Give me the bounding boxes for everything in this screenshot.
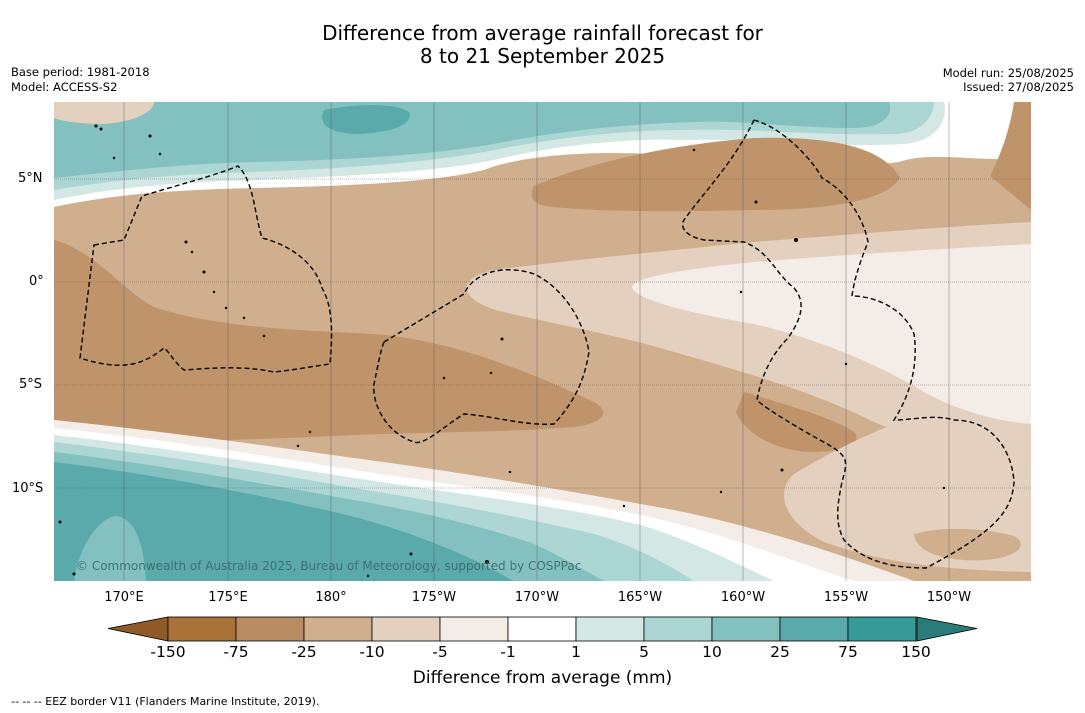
south-band-dark	[54, 462, 514, 581]
lat-label-5n: 5°N	[18, 171, 43, 186]
colorbar-segment	[779, 616, 849, 642]
eez-borders	[79, 119, 1015, 569]
colorbar-end-high	[916, 616, 978, 642]
colorbar-segment	[711, 616, 781, 642]
base-period-text: Base period: 1981-2018	[11, 65, 150, 79]
lon-label-165w: 165°W	[617, 590, 663, 605]
colorbar-tick-label: -25	[291, 643, 317, 661]
lat-label-10s: 10°S	[12, 481, 44, 496]
lon-label-155w: 155°W	[823, 590, 869, 605]
lat-label-0: 0°	[29, 274, 44, 289]
lat-label-5s: 5°S	[19, 377, 43, 392]
colorbar-segment	[303, 616, 373, 642]
issued-text: Issued: 27/08/2025	[963, 80, 1074, 94]
map-graticule	[54, 102, 1031, 581]
colorbar-segment	[575, 616, 645, 642]
colorbar-tick-label: 10	[702, 643, 722, 661]
colorbar-segment	[167, 616, 237, 642]
eez-legend-note: -- -- -- EEZ border V11 (Flanders Marine…	[11, 695, 320, 708]
north-band-dark	[322, 105, 410, 134]
colorbar-tick-label: 25	[770, 643, 790, 661]
colorbar-segment	[643, 616, 713, 642]
colorbar-segment	[507, 616, 577, 642]
colorbar-tick-label: 1	[571, 643, 581, 661]
colorbar-tick-label: -75	[223, 643, 249, 661]
lon-label-160w: 160°W	[720, 590, 766, 605]
lon-label-150w: 150°W	[926, 590, 972, 605]
colorbar-tick-label: 5	[639, 643, 649, 661]
copyright-text: © Commonwealth of Australia 2025, Bureau…	[76, 559, 581, 573]
colorbar-tick-label: -150	[150, 643, 186, 661]
map-title-line1: Difference from average rainfall forecas…	[322, 21, 763, 45]
lon-label-180: 180°	[315, 590, 347, 605]
southwest-wet-inlet	[74, 516, 146, 581]
lon-label-175e: 175°E	[208, 590, 248, 605]
map-title-line2: 8 to 21 September 2025	[419, 44, 666, 68]
colorbar-tick-label: -1	[500, 643, 516, 661]
colorbar-tick-label: -5	[432, 643, 448, 661]
northeast-dry-patch	[990, 102, 1031, 210]
colorbar-segment	[847, 616, 917, 642]
north-band-mid	[54, 102, 891, 178]
colorbar-segment	[235, 616, 305, 642]
model-text: Model: ACCESS-S2	[11, 80, 118, 94]
colorbar-segment	[439, 616, 509, 642]
colorbar	[108, 616, 978, 642]
lon-label-170e: 170°E	[104, 590, 144, 605]
colorbar-tick-label: 150	[901, 643, 931, 661]
island-marks	[58, 124, 946, 578]
model-run-text: Model run: 25/08/2025	[942, 66, 1074, 80]
lon-label-170w: 170°W	[514, 590, 560, 605]
colorbar-tick-label: -10	[359, 643, 385, 661]
rainfall-anomaly-map: © Commonwealth of Australia 2025, Bureau…	[54, 102, 1031, 581]
equatorial-cream-area	[632, 244, 1031, 424]
colorbar-end-low	[108, 616, 169, 642]
south-dry-band	[54, 240, 604, 441]
north-dry-patch	[531, 137, 900, 212]
northwest-tan-patch	[54, 102, 154, 124]
colorbar-title: Difference from average (mm)	[412, 668, 673, 688]
colorbar-segment	[371, 616, 441, 642]
colorbar-tick-label: 75	[838, 643, 858, 661]
lon-label-175w: 175°W	[411, 590, 457, 605]
